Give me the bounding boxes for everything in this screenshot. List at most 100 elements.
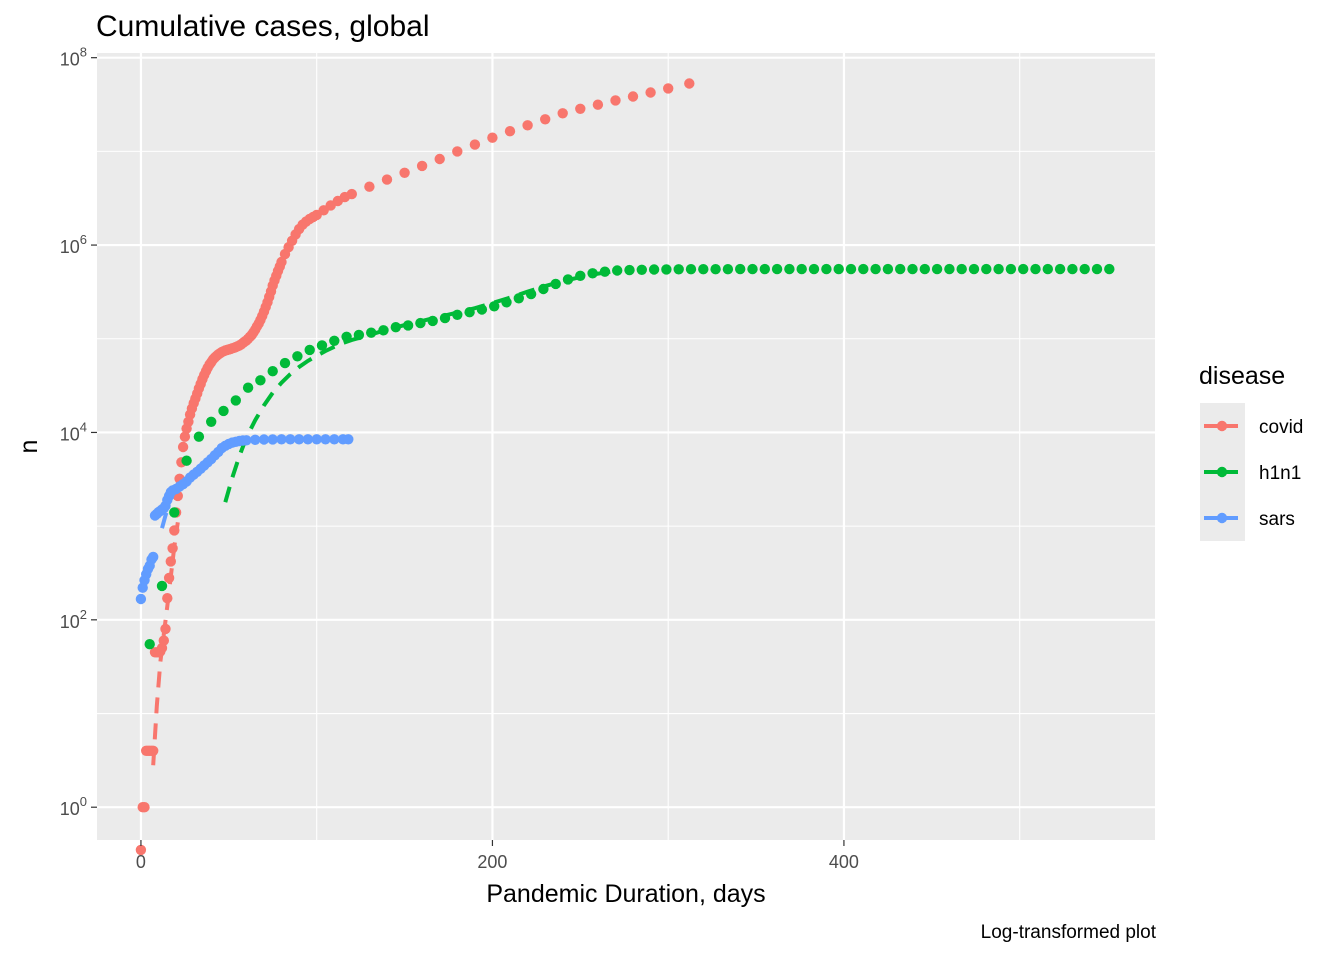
- point-covid: [158, 635, 169, 646]
- point-h1n1: [1018, 263, 1029, 275]
- point-h1n1: [735, 263, 746, 275]
- point-h1n1: [845, 263, 857, 275]
- point-covid: [522, 120, 533, 131]
- point-sars: [285, 434, 296, 445]
- point-covid: [469, 139, 481, 150]
- x-tick-label: 0: [136, 852, 146, 872]
- point-covid: [399, 167, 410, 178]
- point-h1n1: [833, 263, 844, 275]
- point-sars: [258, 434, 270, 445]
- point-h1n1: [550, 278, 561, 290]
- point-h1n1: [292, 351, 303, 362]
- point-h1n1: [710, 264, 721, 275]
- point-covid: [540, 114, 551, 125]
- point-covid: [364, 181, 375, 192]
- point-h1n1: [968, 263, 980, 275]
- point-h1n1: [304, 344, 315, 356]
- point-h1n1: [439, 312, 451, 324]
- point-h1n1: [218, 405, 229, 417]
- point-h1n1: [870, 263, 881, 275]
- point-covid: [179, 431, 191, 442]
- point-h1n1: [464, 307, 475, 318]
- point-covid: [169, 525, 180, 536]
- point-h1n1: [1104, 263, 1115, 275]
- point-covid: [575, 103, 586, 115]
- series-covid: [135, 78, 695, 856]
- point-sars: [329, 434, 340, 445]
- point-h1n1: [636, 264, 647, 275]
- point-h1n1: [771, 263, 783, 275]
- point-h1n1: [366, 327, 377, 338]
- point-h1n1: [181, 455, 192, 466]
- point-h1n1: [858, 263, 869, 275]
- point-h1n1: [476, 304, 488, 315]
- legend-key-point: [1216, 466, 1228, 478]
- point-covid: [135, 844, 147, 856]
- point-sars: [135, 593, 147, 605]
- point-h1n1: [279, 357, 291, 369]
- point-h1n1: [538, 283, 549, 295]
- point-h1n1: [895, 263, 906, 275]
- point-h1n1: [255, 375, 266, 386]
- point-sars: [267, 434, 278, 445]
- data-points: [135, 78, 1115, 856]
- point-covid: [139, 802, 150, 813]
- point-h1n1: [1067, 263, 1078, 275]
- point-covid: [663, 83, 674, 94]
- point-sars: [276, 434, 287, 445]
- point-sars: [311, 434, 322, 445]
- x-tick-label: 200: [477, 852, 507, 872]
- point-h1n1: [1030, 263, 1041, 275]
- plot-panel: [97, 53, 1155, 840]
- y-tick-label: 100: [60, 794, 87, 819]
- point-h1n1: [661, 264, 672, 275]
- point-sars: [241, 435, 252, 446]
- point-covid: [557, 108, 568, 119]
- point-h1n1: [648, 264, 660, 275]
- point-covid: [645, 87, 656, 98]
- point-h1n1: [808, 263, 820, 275]
- point-covid: [163, 572, 175, 584]
- point-covid: [346, 188, 357, 200]
- legend-label-sars: sars: [1259, 509, 1295, 530]
- point-covid: [165, 556, 176, 567]
- point-h1n1: [612, 265, 623, 276]
- point-sars: [293, 434, 305, 445]
- point-covid: [381, 174, 393, 185]
- point-h1n1: [1054, 263, 1066, 275]
- point-h1n1: [722, 264, 734, 275]
- point-covid: [167, 543, 178, 554]
- point-h1n1: [562, 274, 574, 285]
- plot-caption: Log-transformed plot: [980, 922, 1156, 943]
- x-tick-label: 400: [829, 852, 859, 872]
- point-h1n1: [673, 264, 684, 275]
- point-h1n1: [489, 301, 500, 312]
- y-tick-label: 108: [60, 45, 87, 70]
- point-h1n1: [402, 320, 414, 331]
- point-h1n1: [156, 580, 168, 592]
- y-tick-label: 102: [60, 607, 87, 632]
- point-covid: [487, 132, 498, 143]
- legend-label-h1n1: h1n1: [1259, 463, 1301, 484]
- point-covid: [162, 593, 173, 604]
- point-covid: [610, 95, 621, 106]
- point-h1n1: [1079, 263, 1090, 275]
- point-h1n1: [169, 507, 180, 518]
- point-covid: [434, 153, 445, 165]
- point-h1n1: [144, 639, 155, 650]
- point-h1n1: [759, 263, 770, 275]
- x-axis: 0 200 400: [136, 840, 859, 872]
- point-sars: [343, 434, 354, 445]
- point-h1n1: [907, 263, 918, 275]
- grid-minor: [97, 53, 1155, 840]
- point-h1n1: [599, 266, 611, 277]
- point-h1n1: [242, 382, 254, 393]
- legend-label-covid: covid: [1259, 417, 1303, 438]
- point-h1n1: [230, 395, 241, 406]
- point-covid: [177, 441, 189, 453]
- point-h1n1: [378, 325, 389, 336]
- point-covid: [504, 126, 516, 137]
- point-h1n1: [525, 288, 537, 300]
- point-h1n1: [993, 263, 1004, 275]
